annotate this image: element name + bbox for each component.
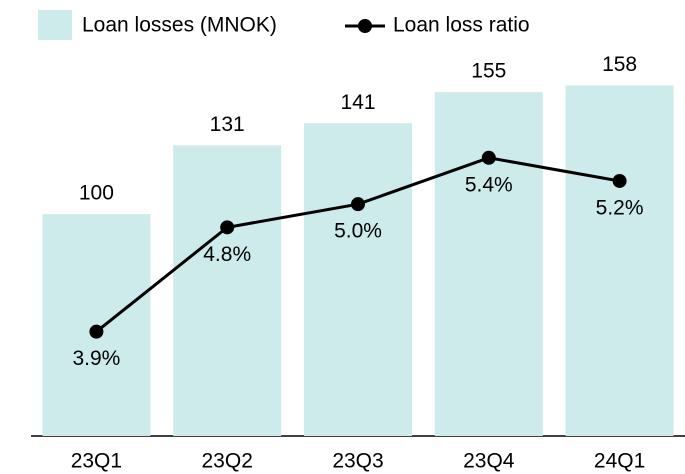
line-point xyxy=(220,220,235,235)
x-tick-label: 23Q2 xyxy=(202,450,253,473)
bar xyxy=(434,92,543,437)
bar-value-label: 100 xyxy=(79,182,114,205)
x-tick-label: 24Q1 xyxy=(594,450,645,473)
bar-value-label: 141 xyxy=(340,91,375,114)
bar xyxy=(304,123,412,436)
line-value-label: 3.9% xyxy=(72,347,120,370)
line-value-label: 4.8% xyxy=(203,243,251,266)
bar-value-label: 131 xyxy=(210,113,245,136)
line-point xyxy=(612,173,627,188)
x-tick-label: 23Q1 xyxy=(71,450,122,473)
line-value-label: 5.2% xyxy=(596,197,644,220)
bar-value-label: 158 xyxy=(602,53,637,76)
legend-label: Loan loss ratio xyxy=(393,14,530,37)
line-point xyxy=(481,150,496,165)
legend-swatch-bar xyxy=(38,10,72,40)
bar xyxy=(565,85,674,436)
bar-value-label: 155 xyxy=(471,60,506,83)
bar xyxy=(173,145,282,436)
line-point xyxy=(351,197,365,212)
line-value-label: 5.0% xyxy=(334,220,382,243)
x-tick-label: 23Q3 xyxy=(332,450,383,473)
legend-swatch-dot xyxy=(358,19,372,33)
line-value-label: 5.4% xyxy=(465,173,513,196)
legend-label: Loan losses (MNOK) xyxy=(82,14,277,37)
x-tick-label: 23Q4 xyxy=(463,450,515,473)
line-point xyxy=(89,324,104,339)
